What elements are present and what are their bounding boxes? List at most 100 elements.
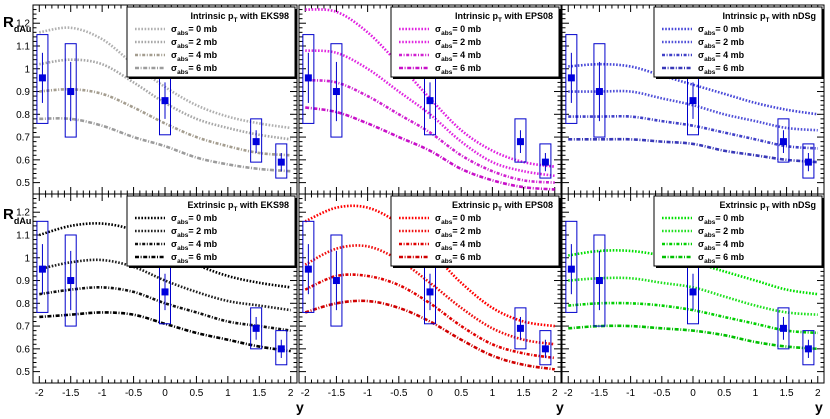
model-curves [38,222,291,353]
legend-label: σabs= 4 mb [698,239,745,252]
data-points [565,220,815,366]
panel-title-main: Extrinsic p [452,200,499,210]
sys-error-box [250,307,263,350]
panel-title: Extrinsic pT with EPS08 [452,200,553,213]
legend-sigma: σ [698,252,704,262]
x-tick-label: 0 [427,388,433,399]
sys-error-box [802,330,815,366]
legend-sigma: σ [171,213,177,223]
x-tick-label: -2 [35,388,44,399]
legend-value: = 6 mb [188,63,217,73]
y-tick-label: 0.7 [16,133,30,144]
panel-title-sub: T [498,206,502,213]
x-tick-label: 0.5 [454,388,468,399]
sys-error-box [539,143,552,179]
ylabel-top: RdAu [3,14,31,34]
legend-label: σabs= 0 mb [698,24,745,37]
data-points [302,34,552,179]
legend-label: σabs= 6 mb [171,252,218,265]
legend-sigma-sub: abs [704,245,716,252]
data-marker [541,158,549,166]
legend-label: σabs= 2 mb [435,226,482,239]
y-tick-label: 0.8 [16,299,30,310]
x-tick-label: -1.5 [591,388,609,399]
sys-error-box [593,234,606,327]
panel-title-rest: with EPS08 [502,11,553,21]
legend-sigma: σ [698,226,704,236]
xlabel-left: y [296,399,304,415]
x-tick-label: -0.5 [390,388,408,399]
legend-value: = 6 mb [715,252,744,262]
data-marker [804,158,812,166]
data-marker [304,265,312,273]
data-marker [426,97,434,105]
legend-sigma-sub: abs [704,258,716,265]
x-tick-label: -2 [301,388,310,399]
ylabel-bottom: RdAu [3,206,31,226]
data-marker [567,74,575,82]
x-tick-label: 0 [690,388,696,399]
legend-sigma: σ [435,213,441,223]
data-points [302,220,552,366]
legend-sigma-sub: abs [177,56,189,63]
legend-label: σabs= 6 mb [171,63,218,76]
legend-sigma-sub: abs [441,232,453,239]
sys-error-box [64,43,77,138]
data-marker [779,324,787,332]
y-tick-label: 1.1 [16,230,30,241]
x-tick-label: 2 [815,388,821,399]
legend-label: σabs= 0 mb [698,213,745,226]
data-marker [332,88,340,96]
legend-label: σabs= 0 mb [171,24,218,37]
y-tick-label: 0.6 [16,155,30,166]
legend-value: = 6 mb [715,63,744,73]
data-marker [332,277,340,285]
legend-sigma-sub: abs [177,245,189,252]
x-tick-label: -0.5 [125,388,143,399]
sys-error-box [302,220,315,313]
data-marker [38,74,46,82]
curve-sigma-2mb [39,258,291,312]
data-points [36,34,288,179]
curve-sigma-6mb [304,299,555,371]
data-marker [277,345,285,353]
legend-label: σabs= 0 mb [171,213,218,226]
data-marker [689,288,697,296]
x-tick-label: -0.5 [653,388,671,399]
panel-title-main: Extrinsic p [187,200,234,210]
legend-sigma: σ [698,239,704,249]
x-tick-label: -2 [564,388,573,399]
x-tick-label: 1.5 [252,388,266,399]
curve-sigma-4mb [305,78,555,184]
panel-5: -2 -1.5 -1 -0.5 0 0.5 1 1.5 2 Extrinsic pT with E… [298,193,562,399]
legend-sigma: σ [698,24,704,34]
legend-sigma: σ [435,37,441,47]
data-points [36,220,288,366]
data-marker [67,277,75,285]
legend-sigma-sub: abs [704,232,716,239]
y-tick-label: 0.6 [16,344,30,355]
x-tick-label: -1 [98,388,107,399]
legend-sigma-sub: abs [177,69,189,76]
data-marker [252,324,260,332]
legend-label: σabs= 0 mb [435,24,482,37]
legend-label: σabs= 2 mb [171,37,218,50]
legend-sigma-sub: abs [441,56,453,63]
legend-sigma: σ [435,226,441,236]
y-tick-label: 0.7 [16,322,30,333]
panel-title-main: Extrinsic p [720,200,767,210]
legend-value: = 4 mb [188,50,217,60]
x-tick-label: -1.5 [62,388,80,399]
legend-value: = 2 mb [188,37,217,47]
legend-sigma: σ [171,226,177,236]
sys-error-box [275,330,288,366]
legend-sigma-sub: abs [177,219,189,226]
panel-title-rest: with EKS98 [237,200,289,210]
y-tick-label: 1 [24,253,30,264]
data-marker [252,138,260,146]
